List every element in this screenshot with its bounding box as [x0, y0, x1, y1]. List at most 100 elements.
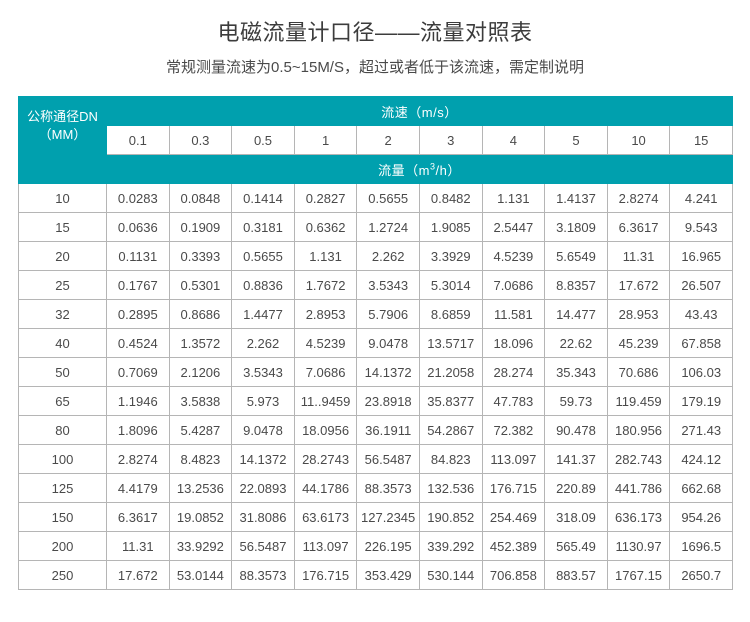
- cell-flow-value: 254.469: [481, 502, 546, 532]
- cell-flow-value: 3.5838: [168, 386, 233, 416]
- table-row: 80 1.8096 5.4287 9.0478 18.0956 36.1911 54.286…: [18, 415, 734, 445]
- cell-flow-value: 0.0283: [106, 183, 170, 213]
- table-row: 25 0.1767 0.5301 0.8836 1.7672 3.5343 5.3014 7.…: [18, 270, 734, 300]
- cell-flow-value: 44.1786: [293, 473, 358, 503]
- cell-flow-value: 883.57: [544, 560, 608, 590]
- cell-nominal-diameter: 65: [18, 386, 107, 416]
- velocity-column-header-8: 10: [606, 125, 671, 155]
- cell-flow-value: 0.3393: [168, 241, 233, 271]
- cell-flow-value: 141.37: [544, 444, 608, 474]
- table-row: 65 1.1946 3.5838 5.973 11..9459 23.8918 35.837…: [18, 386, 734, 416]
- flow-rate-table: 公称通径DN （MM） 流速（m/s） 0.1 0.3 0.5 1 2 3 4 …: [18, 96, 734, 590]
- cell-flow-value: 119.459: [606, 386, 671, 416]
- cell-flow-value: 18.096: [481, 328, 546, 358]
- cell-flow-value: 88.3573: [356, 473, 420, 503]
- corner-header-line1: 公称通径DN: [27, 108, 98, 124]
- cell-flow-value: 2.8274: [606, 183, 671, 213]
- velocity-column-header-0: 0.1: [106, 125, 170, 155]
- cell-flow-value: 19.0852: [168, 502, 233, 532]
- cell-flow-value: 2.262: [231, 328, 295, 358]
- cell-flow-value: 1.1946: [106, 386, 170, 416]
- cell-flow-value: 11.31: [606, 241, 671, 271]
- cell-flow-value: 706.858: [481, 560, 546, 590]
- cell-flow-value: 67.858: [669, 328, 734, 358]
- cell-flow-value: 11.31: [106, 531, 170, 561]
- cell-flow-value: 954.26: [669, 502, 734, 532]
- cell-flow-value: 0.5301: [168, 270, 233, 300]
- cell-flow-value: 1.3572: [168, 328, 233, 358]
- cell-flow-value: 2.8953: [293, 299, 358, 329]
- velocity-column-header-4: 2: [356, 125, 420, 155]
- cell-flow-value: 22.0893: [231, 473, 295, 503]
- cell-flow-value: 84.823: [418, 444, 483, 474]
- cell-flow-value: 0.3181: [231, 212, 295, 242]
- cell-flow-value: 0.8482: [418, 183, 483, 213]
- corner-header-nominal-diameter: 公称通径DN （MM）: [18, 96, 107, 155]
- cell-flow-value: 1.4477: [231, 299, 295, 329]
- cell-nominal-diameter: 10: [18, 183, 107, 213]
- cell-flow-value: 113.097: [293, 531, 358, 561]
- cell-flow-value: 13.5717: [418, 328, 483, 358]
- cell-flow-value: 88.3573: [231, 560, 295, 590]
- cell-flow-value: 0.2895: [106, 299, 170, 329]
- cell-flow-value: 22.62: [544, 328, 608, 358]
- cell-flow-value: 72.382: [481, 415, 546, 445]
- cell-flow-value: 0.1909: [168, 212, 233, 242]
- velocity-column-header-1: 0.3: [168, 125, 233, 155]
- cell-flow-value: 13.2536: [168, 473, 233, 503]
- cell-flow-value: 0.1131: [106, 241, 170, 271]
- cell-flow-value: 452.389: [481, 531, 546, 561]
- cell-flow-value: 43.43: [669, 299, 734, 329]
- table-row: 20 0.1131 0.3393 0.5655 1.131 2.262 3.3929 4.52…: [18, 241, 734, 271]
- cell-flow-value: 5.6549: [544, 241, 608, 271]
- table-row: 10 0.0283 0.0848 0.1414 0.2827 0.5655 0.8482 1.…: [18, 183, 734, 213]
- cell-flow-value: 3.5343: [231, 357, 295, 387]
- cell-flow-value: 33.9292: [168, 531, 233, 561]
- velocity-column-header-3: 1: [293, 125, 358, 155]
- cell-flow-value: 353.429: [356, 560, 420, 590]
- cell-flow-value: 8.8357: [544, 270, 608, 300]
- cell-flow-value: 0.1767: [106, 270, 170, 300]
- cell-flow-value: 63.6173: [293, 502, 358, 532]
- velocity-column-header-6: 4: [481, 125, 546, 155]
- cell-flow-value: 36.1911: [356, 415, 420, 445]
- cell-flow-value: 565.49: [544, 531, 608, 561]
- cell-flow-value: 56.5487: [356, 444, 420, 474]
- cell-flow-value: 26.507: [669, 270, 734, 300]
- cell-flow-value: 662.68: [669, 473, 734, 503]
- cell-flow-value: 4.5239: [293, 328, 358, 358]
- table-head: 公称通径DN （MM） 流速（m/s） 0.1 0.3 0.5 1 2 3 4 …: [18, 96, 734, 184]
- cell-flow-value: 1.4137: [544, 183, 608, 213]
- cell-flow-value: 0.1414: [231, 183, 295, 213]
- header-row-velocity-values: 0.1 0.3 0.5 1 2 3 4 5 10 15: [19, 125, 734, 155]
- flow-group-header: 流量（m3/h）: [105, 154, 734, 184]
- table-body: 10 0.0283 0.0848 0.1414 0.2827 0.5655 0.8482 1.…: [18, 183, 734, 590]
- velocity-column-header-9: 15: [669, 125, 734, 155]
- cell-flow-value: 2.1206: [168, 357, 233, 387]
- cell-flow-value: 4.4179: [106, 473, 170, 503]
- header-row-flow-group: 流量（m3/h）: [18, 154, 734, 184]
- cell-flow-value: 28.274: [481, 357, 546, 387]
- flow-group-header-spacer: [18, 154, 107, 184]
- cell-flow-value: 6.3617: [106, 502, 170, 532]
- cell-flow-value: 7.0686: [293, 357, 358, 387]
- cell-flow-value: 14.1372: [356, 357, 420, 387]
- cell-flow-value: 31.8086: [231, 502, 295, 532]
- cell-flow-value: 1130.97: [606, 531, 671, 561]
- cell-flow-value: 176.715: [481, 473, 546, 503]
- cell-flow-value: 3.1809: [544, 212, 608, 242]
- cell-nominal-diameter: 40: [18, 328, 107, 358]
- cell-flow-value: 3.5343: [356, 270, 420, 300]
- cell-flow-value: 35.343: [544, 357, 608, 387]
- velocity-column-header-7: 5: [544, 125, 608, 155]
- table-row: 250 17.672 53.0144 88.3573 176.715 353.429 530…: [18, 560, 734, 590]
- cell-flow-value: 339.292: [418, 531, 483, 561]
- cell-flow-value: 23.8918: [356, 386, 420, 416]
- cell-flow-value: 17.672: [106, 560, 170, 590]
- cell-nominal-diameter: 250: [18, 560, 107, 590]
- cell-flow-value: 0.8836: [231, 270, 295, 300]
- cell-flow-value: 9.543: [669, 212, 734, 242]
- velocity-group-header: 流速（m/s）: [105, 96, 734, 126]
- cell-flow-value: 9.0478: [356, 328, 420, 358]
- flow-group-header-superscript: 3: [430, 161, 436, 172]
